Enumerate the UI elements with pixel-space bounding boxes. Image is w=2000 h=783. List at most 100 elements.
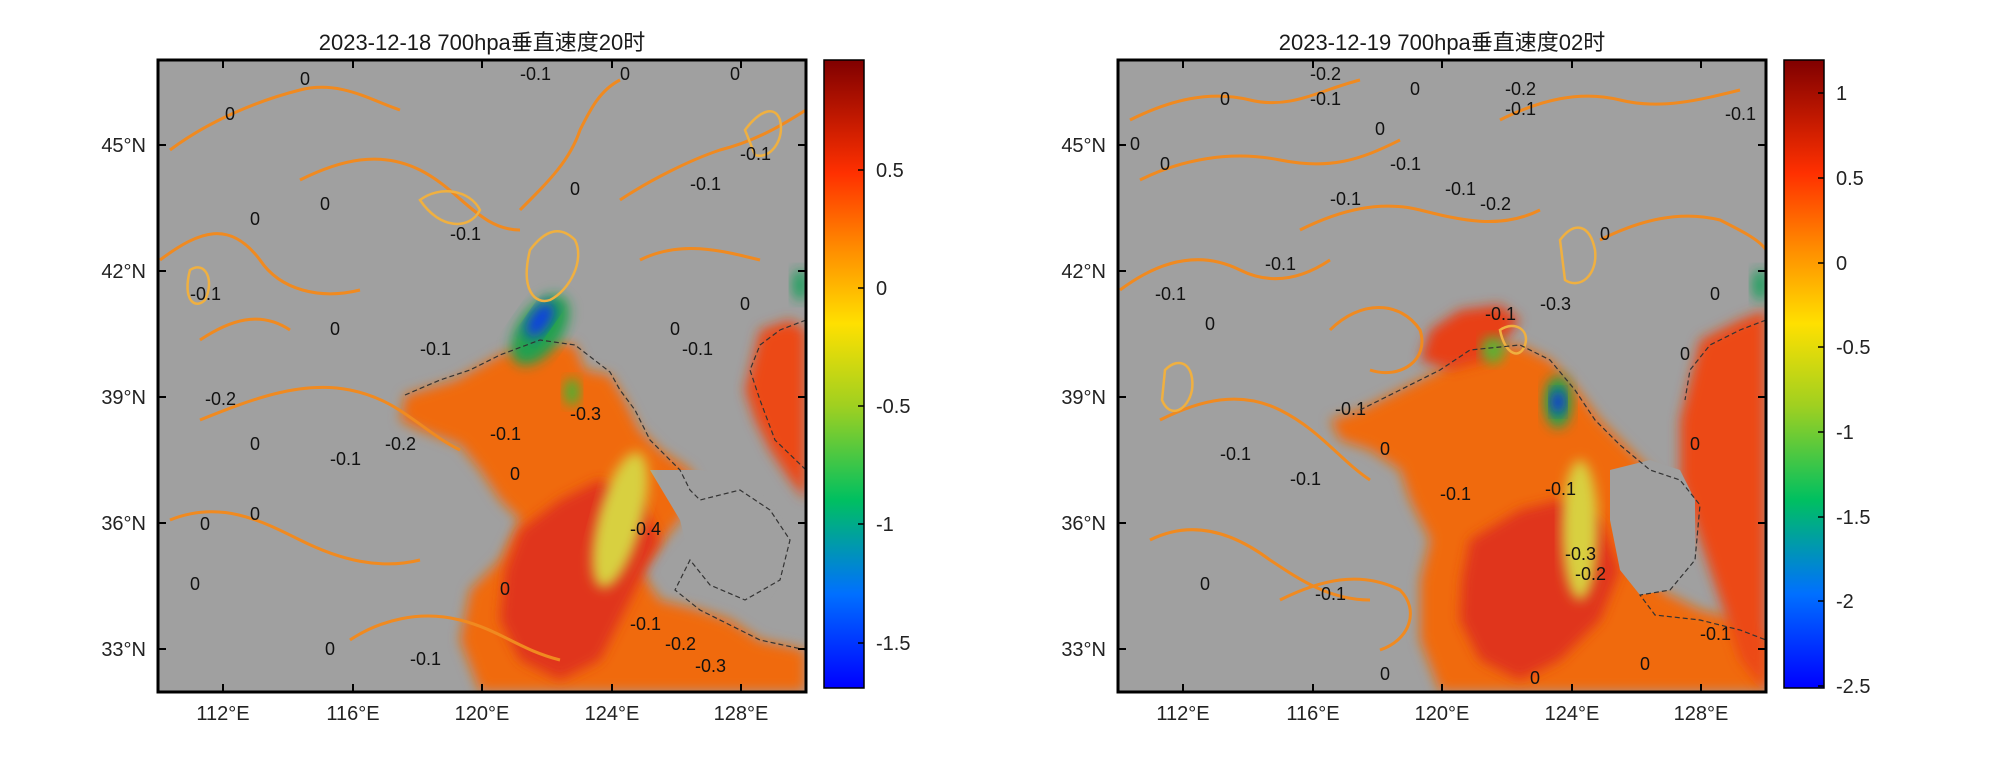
- colorbar-tick-label: 0.5: [876, 160, 904, 182]
- contour-label: -0.1: [410, 649, 441, 669]
- sea-field-region-north: [1420, 305, 1520, 370]
- y-tick-label: 39°N: [1061, 387, 1106, 409]
- colorbar-ticks-2: 1 0.5 0 -0.5 -1 -1.5 -2 -2.5: [1818, 83, 1870, 698]
- contour-label: -0.1: [1440, 484, 1471, 504]
- contour-label: -0.1: [490, 424, 521, 444]
- contour-label: -0.1: [1485, 304, 1516, 324]
- contour-label: 0: [1380, 439, 1390, 459]
- contour-label: 0: [200, 514, 210, 534]
- chart-panel-2: 2023-12-19 700hpa垂直速度02时: [1061, 30, 1870, 725]
- contour-label: 0: [1205, 314, 1215, 334]
- contour-label: 0: [225, 104, 235, 124]
- contour-label: 0: [1130, 134, 1140, 154]
- contour-label: 0: [570, 179, 580, 199]
- contour-label: 0: [1375, 119, 1385, 139]
- contour-label: 0: [1530, 668, 1540, 688]
- contour-label: 0: [1220, 89, 1230, 109]
- contour-label: 0: [330, 319, 340, 339]
- updraft-core-2: [1481, 336, 1505, 364]
- y-axis-1: 45°N 42°N 39°N 36°N 33°N: [101, 135, 806, 661]
- y-tick-label: 33°N: [101, 639, 146, 661]
- x-tick-label: 112°E: [196, 703, 249, 725]
- contour-label: -0.3: [1540, 294, 1571, 314]
- contour-label: -0.1: [740, 144, 771, 164]
- x-tick-label: 116°E: [1286, 703, 1339, 725]
- contour-label: 0: [190, 574, 200, 594]
- contour-lines-2: [1119, 78, 1766, 652]
- coastline-2: [1359, 344, 1766, 641]
- contour-label: -0.2: [1480, 194, 1511, 214]
- contour-label: 0: [1640, 654, 1650, 674]
- contour-label: 0: [740, 294, 750, 314]
- contour-label: -0.1: [330, 449, 361, 469]
- colorbar-tick-label: 0: [1836, 253, 1847, 275]
- colorbar-tick-label: -1.5: [876, 633, 910, 655]
- contour-label: 0: [325, 639, 335, 659]
- x-tick-label: 128°E: [1674, 703, 1729, 725]
- contour-label: -0.1: [1265, 254, 1296, 274]
- colorbar-tick-label: 0.5: [1836, 168, 1864, 190]
- updraft-core-inner: [525, 302, 555, 338]
- x-axis-1: 112°E 116°E 120°E 124°E 128°E: [196, 60, 768, 725]
- x-tick-label: 112°E: [1156, 703, 1209, 725]
- contour-lines-1: [159, 78, 806, 662]
- contour-label: -0.1: [1220, 444, 1251, 464]
- updraft-core-2: [564, 378, 580, 406]
- y-tick-label: 45°N: [101, 135, 146, 157]
- contour-label: -0.1: [1445, 179, 1476, 199]
- contour-label: 0: [1410, 79, 1420, 99]
- y-tick-label: 36°N: [1061, 513, 1106, 535]
- yellow-band: [592, 452, 648, 588]
- y-axis-2: 45°N 42°N 39°N 36°N 33°N: [1061, 135, 1766, 661]
- contour-label: 0: [250, 504, 260, 524]
- contour-label: 0: [250, 434, 260, 454]
- contour-label: -0.1: [1700, 624, 1731, 644]
- contour-label: -0.1: [520, 64, 551, 84]
- y-tick-label: 33°N: [1061, 639, 1106, 661]
- contour-label: -0.1: [420, 339, 451, 359]
- contour-label: -0.2: [385, 434, 416, 454]
- yellow-band: [1562, 460, 1598, 600]
- colorbar-tick-label: -0.5: [876, 396, 910, 418]
- contour-label: -0.3: [695, 656, 726, 676]
- yellow-sea-mask: [1610, 460, 1695, 595]
- updraft-core-3: [792, 269, 806, 301]
- chart-title-1: 2023-12-18 700hpa垂直速度20时: [319, 30, 646, 55]
- coastline-1: [404, 339, 806, 651]
- colorbar-tick-label: -0.5: [1836, 337, 1870, 359]
- contour-label: -0.1: [1505, 99, 1536, 119]
- contour-label: -0.1: [690, 174, 721, 194]
- updraft-core-inner: [1551, 390, 1565, 414]
- x-tick-label: 124°E: [585, 703, 640, 725]
- colorbar-tick-label: 0: [876, 278, 887, 300]
- contour-label: 0: [1200, 574, 1210, 594]
- contour-label: -0.1: [1725, 104, 1756, 124]
- contour-label: -0.3: [570, 404, 601, 424]
- contour-label: -0.1: [1335, 399, 1366, 419]
- contour-label: 0: [670, 319, 680, 339]
- contour-label: -0.1: [1290, 469, 1321, 489]
- x-tick-label: 120°E: [455, 703, 510, 725]
- contour-label: 0: [1160, 154, 1170, 174]
- korea-field-region: [1680, 310, 1766, 692]
- colorbar-tick-label: 1: [1836, 83, 1847, 105]
- contour-label: 0: [320, 194, 330, 214]
- colorbar-ramp: [823, 59, 865, 689]
- contour-label: -0.1: [1315, 584, 1346, 604]
- map-area-2: -0.2 -0.1 -0.2 -0.1 -0.1 0 0 0 -0.1 0 0 …: [1118, 60, 1766, 692]
- contour-label: -0.1: [682, 339, 713, 359]
- contour-label: 0: [510, 464, 520, 484]
- x-axis-2: 112°E 116°E 120°E 124°E 128°E: [1156, 60, 1728, 725]
- x-tick-label: 120°E: [1415, 703, 1470, 725]
- contour-label-group-1: 0 -0.1 0 0 0 -0.1 0 -0.1 0 -0.1 0 -0.1 0…: [190, 64, 771, 676]
- colorbar-tick-label: -1: [876, 514, 894, 536]
- korea-coastline-2: [1684, 319, 1766, 401]
- colorbar-tick-label: -2: [1836, 591, 1854, 613]
- korea-coastline-1: [749, 319, 806, 471]
- contour-label: 0: [1380, 664, 1390, 684]
- contour-label-group-2: -0.2 -0.1 -0.2 -0.1 -0.1 0 0 0 -0.1 0 0 …: [1130, 64, 1756, 688]
- contour-label: 0: [500, 579, 510, 599]
- contour-label: -0.2: [665, 634, 696, 654]
- contour-label: -0.1: [630, 614, 661, 634]
- contour-label: -0.1: [1330, 189, 1361, 209]
